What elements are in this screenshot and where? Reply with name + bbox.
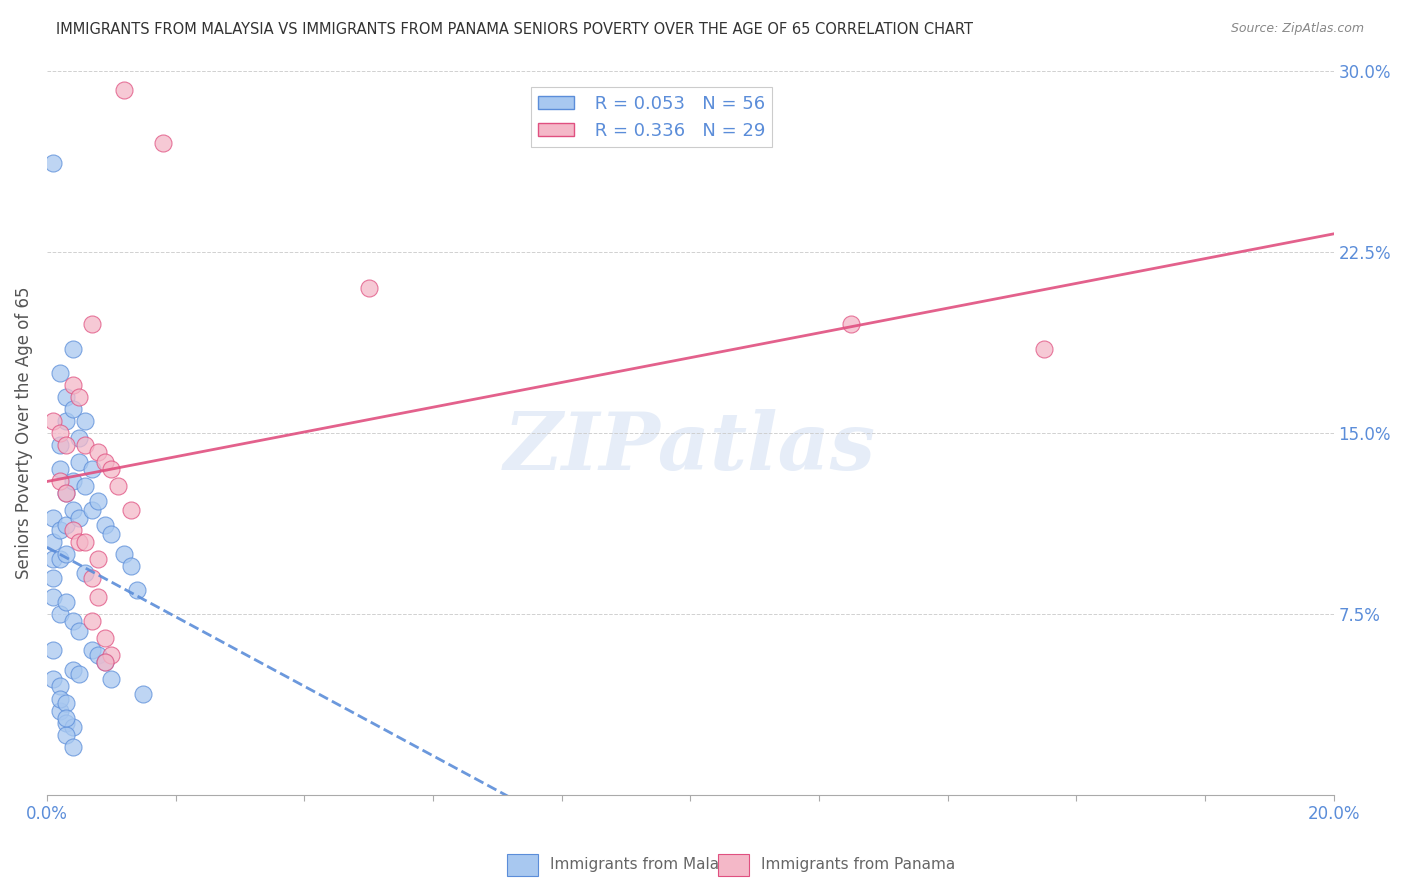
Point (42, 534, 65, 549)
Point (112, 547, 135, 561)
Point (42, 551, 65, 566)
Point (49, 691, 72, 706)
Point (80, 462, 103, 476)
Point (75, 438, 97, 452)
Point (94, 656, 117, 670)
Point (49, 462, 72, 476)
Point (62, 377, 84, 392)
Point (55, 728, 77, 742)
Point (49, 366, 72, 380)
Point (62, 503, 84, 517)
Point (49, 607, 72, 621)
Y-axis label: Seniors Poverty Over the Age of 65: Seniors Poverty Over the Age of 65 (15, 287, 32, 579)
Text: Immigrants from Panama: Immigrants from Panama (761, 857, 955, 872)
Point (112, 83, 135, 97)
Point (87, 551, 110, 566)
Point (80, 643, 103, 657)
Legend:  R = 0.053   N = 56,  R = 0.336   N = 29: R = 0.053 N = 56, R = 0.336 N = 29 (531, 87, 772, 147)
Point (94, 656, 117, 670)
Point (87, 590, 110, 604)
Point (357, 281, 380, 295)
Point (42, 643, 65, 657)
Point (80, 503, 103, 517)
Point (87, 493, 110, 508)
Point (62, 342, 84, 356)
Point (94, 517, 117, 532)
Point (125, 582, 148, 597)
Point (55, 711, 77, 725)
Point (67, 624, 90, 638)
Point (55, 595, 77, 609)
Point (94, 631, 117, 645)
Point (55, 486, 77, 500)
Point (42, 590, 65, 604)
Point (49, 425, 72, 440)
Point (62, 475, 84, 489)
Point (80, 571, 103, 585)
Point (75, 534, 97, 549)
Point (67, 390, 90, 404)
Point (75, 566, 97, 580)
Point (55, 390, 77, 404)
Point (100, 648, 122, 662)
Point (42, 510, 65, 524)
Point (49, 475, 72, 489)
Point (1033, 342, 1056, 356)
Point (55, 438, 77, 452)
Point (55, 517, 77, 532)
Point (120, 558, 142, 573)
Point (94, 455, 117, 469)
Point (87, 445, 110, 459)
Text: ZIPatlas: ZIPatlas (505, 409, 876, 486)
Point (100, 462, 122, 476)
Point (75, 479, 97, 493)
Point (67, 667, 90, 681)
Point (49, 523, 72, 537)
Point (67, 534, 90, 549)
Point (55, 697, 77, 711)
Point (55, 414, 77, 428)
Text: IMMIGRANTS FROM MALAYSIA VS IMMIGRANTS FROM PANAMA SENIORS POVERTY OVER THE AGE : IMMIGRANTS FROM MALAYSIA VS IMMIGRANTS F… (56, 22, 973, 37)
Point (55, 715, 77, 730)
Point (67, 431, 90, 445)
Point (62, 615, 84, 629)
Point (132, 687, 155, 701)
Point (67, 510, 90, 524)
Text: Source: ZipAtlas.com: Source: ZipAtlas.com (1230, 22, 1364, 36)
Point (80, 615, 103, 629)
Point (62, 721, 84, 735)
Point (55, 486, 77, 500)
Point (42, 571, 65, 585)
Point (55, 547, 77, 561)
Point (62, 401, 84, 416)
Point (100, 672, 122, 686)
Point (75, 414, 97, 428)
Point (839, 318, 862, 332)
Point (49, 680, 72, 694)
Point (49, 438, 72, 452)
Point (49, 551, 72, 566)
Point (87, 648, 110, 662)
Point (42, 414, 65, 428)
Point (62, 523, 84, 537)
Point (80, 318, 103, 332)
Point (100, 527, 122, 541)
Point (67, 455, 90, 469)
Point (120, 503, 142, 517)
Point (42, 155, 65, 169)
Point (62, 739, 84, 754)
Point (49, 704, 72, 718)
Point (152, 136, 174, 151)
Point (107, 479, 129, 493)
Point (62, 663, 84, 677)
Text: Immigrants from Malaysia: Immigrants from Malaysia (550, 857, 749, 872)
Point (42, 672, 65, 686)
